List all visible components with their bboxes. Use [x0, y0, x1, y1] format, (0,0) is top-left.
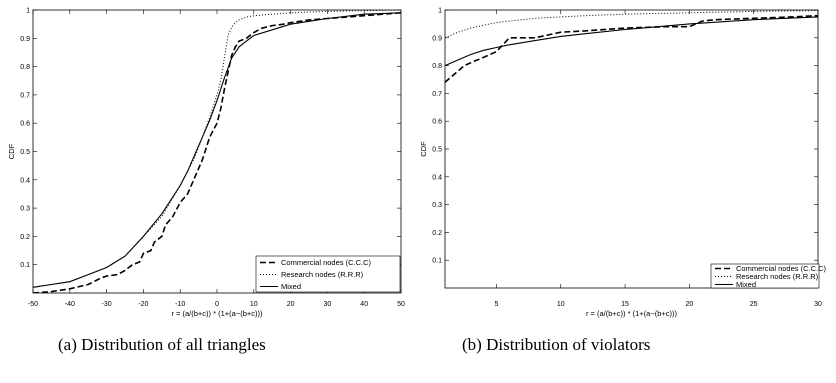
y-tick-label: 0.1: [432, 258, 442, 265]
x-tick-label: 30: [814, 301, 822, 308]
x-tick-label: 20: [685, 301, 693, 308]
plot-frame: [32, 9, 402, 294]
legend-label: Mixed: [736, 280, 756, 289]
y-tick-label: 0.7: [20, 92, 30, 99]
y-tick-label: 0.6: [432, 119, 442, 126]
x-tick-label: -20: [138, 301, 148, 308]
series-line-solid: [33, 12, 401, 288]
plot-frame: [444, 9, 819, 289]
caption-a: (a) Distribution of all triangles: [58, 335, 266, 354]
y-axis-label: CDF: [419, 141, 428, 157]
chart-violators: 5 10 15 20 25 30 0.1 0.2 0.3 0.4 0.5 0.6 0.7 0.8 0.9 1 r…: [419, 8, 827, 319]
x-tick-label: 25: [750, 301, 758, 308]
x-tick-label: -40: [65, 301, 75, 308]
legend-box: [255, 255, 401, 293]
x-tick-label: -30: [102, 301, 112, 308]
x-tick-label: 15: [621, 301, 629, 308]
x-axis-label: r = (a/(b+c)) * (1+(a−(b+c))): [586, 309, 678, 318]
legend-label: Research nodes (R.R.R): [281, 270, 364, 279]
y-tick-label: 0.9: [20, 36, 30, 43]
x-tick-label: -10: [175, 301, 185, 308]
y-axis-label: CDF: [7, 143, 16, 159]
y-tick-label: 0.8: [432, 63, 442, 70]
legend-label: Mixed: [281, 282, 301, 291]
caption-b: (b) Distribution of violators: [462, 335, 651, 354]
legend-label: Commercial nodes (C.C.C): [281, 258, 372, 267]
series-line-dashed: [33, 12, 401, 293]
y-tick-label: 0.5: [20, 149, 30, 156]
y-tick-label: 0.6: [20, 121, 30, 128]
series-line-dashed: [445, 14, 818, 83]
y-tick-label: 0.5: [432, 147, 442, 154]
y-tick-label: 0.4: [20, 177, 30, 184]
series-line-dotted: [33, 10, 401, 288]
x-tick-label: 0: [215, 301, 219, 308]
legend-label: Commercial nodes (C.C.C): [736, 264, 827, 273]
x-tick-label: 5: [494, 301, 498, 308]
y-tick-label: 0.7: [432, 91, 442, 98]
y-tick-label: 0.9: [432, 35, 442, 42]
x-tick-label: 30: [324, 301, 332, 308]
x-tick-label: -50: [28, 301, 38, 308]
y-tick-label: 1: [26, 8, 30, 15]
x-tick-label: 10: [250, 301, 258, 308]
y-tick-label: 0.2: [20, 234, 30, 241]
y-tick-label: 0.8: [20, 64, 30, 71]
y-tick-label: 0.2: [432, 230, 442, 237]
chart-all-triangles: -50 -40 -30 -20 -10 0 10 20 30 40 50 0.1 0.2 0.3 0.4 0.…: [7, 8, 405, 319]
y-tick-label: 1: [438, 8, 442, 15]
x-tick-label: 50: [397, 301, 405, 308]
x-tick-label: 40: [360, 301, 368, 308]
x-tick-label: 10: [557, 301, 565, 308]
y-tick-label: 0.4: [432, 174, 442, 181]
x-axis-label: r = (a/(b+c)) * (1+(a−(b+c))): [171, 309, 263, 318]
series-line-dotted: [445, 10, 818, 39]
x-tick-label: 20: [287, 301, 295, 308]
y-tick-label: 0.3: [20, 206, 30, 213]
y-tick-label: 0.1: [20, 262, 30, 269]
legend-label: Research nodes (R.R.R): [736, 272, 819, 281]
y-tick-label: 0.3: [432, 202, 442, 209]
series-line-solid: [445, 16, 818, 67]
